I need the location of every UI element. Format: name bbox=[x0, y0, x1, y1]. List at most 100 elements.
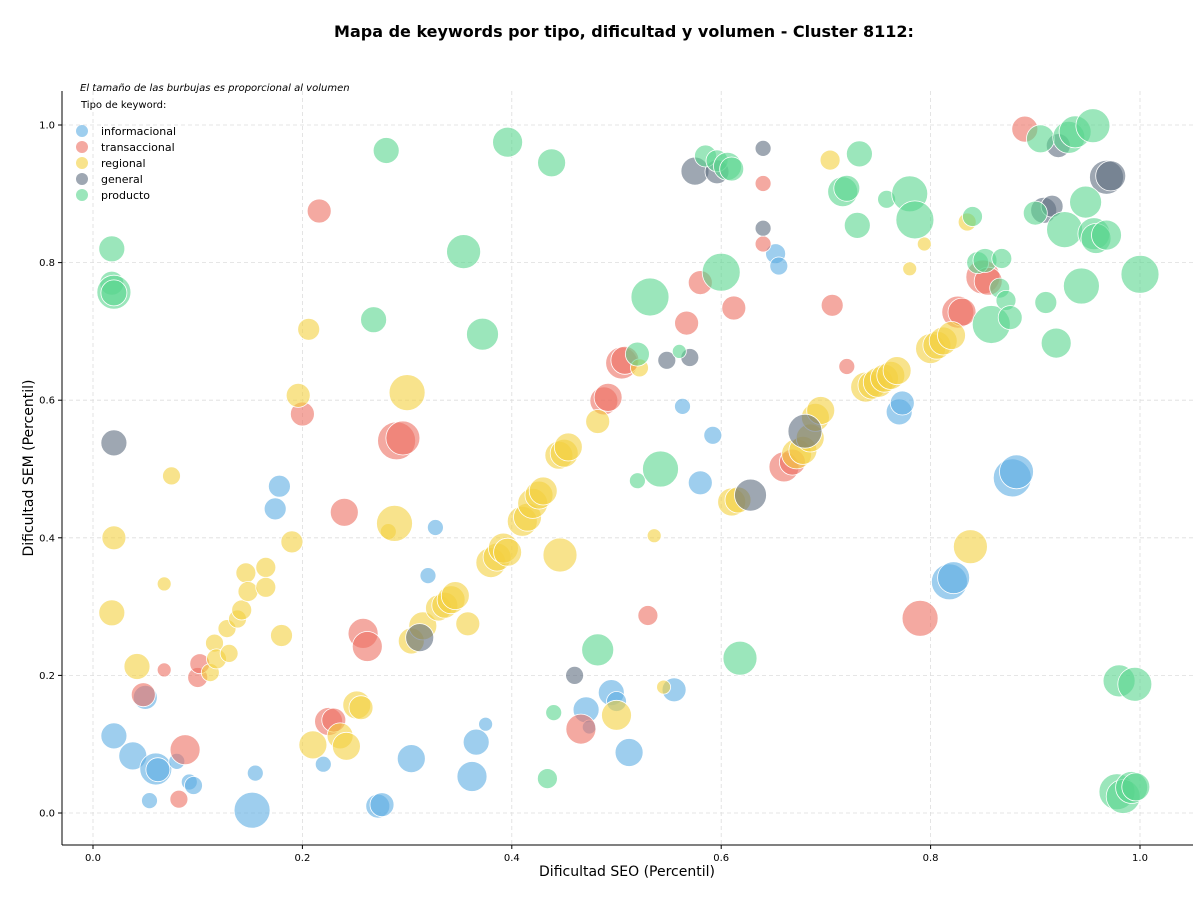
legend-label-producto: producto bbox=[101, 189, 150, 202]
bubble-informacional bbox=[145, 757, 171, 783]
bubble-regional bbox=[493, 537, 523, 567]
bubble-informacional bbox=[889, 390, 915, 416]
bubble-producto bbox=[446, 234, 482, 270]
bubble-transaccional bbox=[820, 293, 844, 317]
bubble-general bbox=[1095, 160, 1127, 192]
bubble-informacional bbox=[703, 425, 723, 445]
bubble-producto bbox=[997, 305, 1023, 331]
bubble-regional bbox=[376, 505, 413, 542]
legend-label-general: general bbox=[101, 173, 143, 186]
bubbles bbox=[96, 108, 1160, 829]
bubble-general bbox=[657, 350, 677, 370]
bubble-general bbox=[754, 139, 772, 157]
bubble-informacional bbox=[462, 728, 490, 756]
bubble-transaccional bbox=[565, 713, 597, 745]
bubble-regional bbox=[585, 409, 611, 434]
bubble-informacional bbox=[419, 567, 437, 584]
bubble-regional bbox=[162, 466, 181, 486]
bubble-informacional bbox=[396, 744, 426, 773]
bubble-transaccional bbox=[329, 497, 359, 527]
bubble-informacional bbox=[141, 792, 158, 809]
bubble-transaccional bbox=[838, 358, 856, 375]
y-axis-label: Dificultad SEM (Percentil) bbox=[21, 380, 37, 557]
bubble-regional bbox=[601, 699, 632, 731]
bubble-producto bbox=[1022, 200, 1048, 226]
bubble-producto bbox=[100, 279, 128, 307]
x-tick-label: 0.2 bbox=[294, 853, 310, 864]
bubble-informacional bbox=[687, 470, 713, 496]
bubble-producto bbox=[1121, 772, 1151, 802]
bubble-informacional bbox=[233, 791, 271, 829]
bubble-transaccional bbox=[385, 420, 421, 456]
bubble-regional bbox=[348, 695, 374, 721]
chart-title: Mapa de keywords por tipo, dificultad y … bbox=[334, 22, 914, 41]
bubble-regional bbox=[542, 537, 578, 573]
bubble-transaccional bbox=[754, 235, 772, 253]
bubble-producto bbox=[1034, 291, 1058, 314]
legend-marker-transaccional bbox=[76, 141, 88, 153]
bubble-informacional bbox=[100, 722, 128, 750]
bubble-informacional bbox=[314, 755, 332, 773]
bubble-informacional bbox=[937, 561, 970, 595]
bubble-regional bbox=[646, 528, 662, 544]
bubble-regional bbox=[440, 581, 470, 610]
legend-label-regional: regional bbox=[101, 157, 146, 170]
bubble-regional bbox=[270, 624, 293, 647]
bubble-informacional bbox=[263, 497, 287, 521]
bubble-producto bbox=[537, 148, 566, 178]
bubble-regional bbox=[298, 730, 328, 760]
bubble-producto bbox=[1075, 108, 1111, 144]
bubble-transaccional bbox=[130, 682, 156, 708]
bubble-regional bbox=[123, 653, 151, 680]
legend-title: Tipo de keyword: bbox=[80, 100, 166, 111]
bubble-informacional bbox=[614, 738, 644, 767]
legend-marker-producto bbox=[76, 189, 88, 201]
y-tick-label: 0.8 bbox=[39, 258, 55, 269]
bubble-regional bbox=[285, 382, 311, 408]
bubble-general bbox=[734, 478, 767, 512]
x-axis-label: Dificultad SEO (Percentil) bbox=[539, 864, 715, 880]
bubble-producto bbox=[372, 137, 400, 164]
bubble-producto bbox=[492, 126, 524, 158]
bubble-transaccional bbox=[351, 631, 383, 662]
y-tick-label: 0.4 bbox=[39, 533, 55, 544]
bubble-producto bbox=[671, 343, 687, 359]
bubble-regional bbox=[98, 599, 126, 627]
series-producto bbox=[96, 108, 1160, 814]
bubble-regional bbox=[953, 529, 988, 565]
bubble-producto bbox=[833, 174, 861, 202]
x-tick-label: 0.8 bbox=[923, 853, 939, 864]
bubble-regional bbox=[237, 581, 259, 602]
bubble-regional bbox=[297, 317, 321, 341]
bubble-producto bbox=[545, 704, 563, 721]
bubble-general bbox=[754, 219, 772, 237]
bubble-transaccional bbox=[637, 605, 659, 626]
bubble-regional bbox=[388, 374, 426, 412]
bubble-regional bbox=[280, 530, 304, 554]
bubble-transaccional bbox=[306, 198, 332, 224]
bubble-informacional bbox=[478, 716, 494, 732]
bubble-size-note: El tamaño de las burbujas es proporciona… bbox=[80, 83, 350, 94]
bubble-regional bbox=[916, 236, 932, 252]
bubble-informacional bbox=[267, 474, 291, 498]
bubble-producto bbox=[722, 640, 758, 676]
bubble-regional bbox=[101, 525, 127, 551]
bubble-producto bbox=[1069, 185, 1102, 219]
bubble-regional bbox=[235, 562, 257, 584]
bubble-general bbox=[787, 413, 823, 449]
bubble-transaccional bbox=[754, 175, 772, 192]
bubble-transaccional bbox=[674, 310, 699, 336]
legend-label-transaccional: transaccional bbox=[101, 141, 175, 154]
bubble-regional bbox=[902, 261, 918, 277]
bubble-general bbox=[405, 623, 435, 652]
legend-marker-informacional bbox=[76, 125, 88, 137]
x-tick-label: 1.0 bbox=[1132, 853, 1148, 864]
bubble-transaccional bbox=[901, 599, 939, 637]
series-informacional bbox=[100, 243, 1034, 829]
bubble-informacional bbox=[674, 397, 691, 415]
bubble-informacional bbox=[246, 764, 264, 782]
bubble-producto bbox=[642, 450, 679, 488]
axes bbox=[61, 91, 1193, 846]
bubble-producto bbox=[629, 472, 646, 490]
